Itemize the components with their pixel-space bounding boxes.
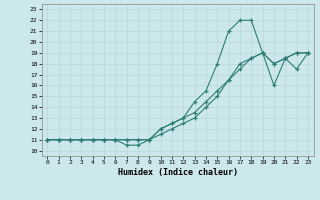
X-axis label: Humidex (Indice chaleur): Humidex (Indice chaleur) (118, 168, 237, 177)
